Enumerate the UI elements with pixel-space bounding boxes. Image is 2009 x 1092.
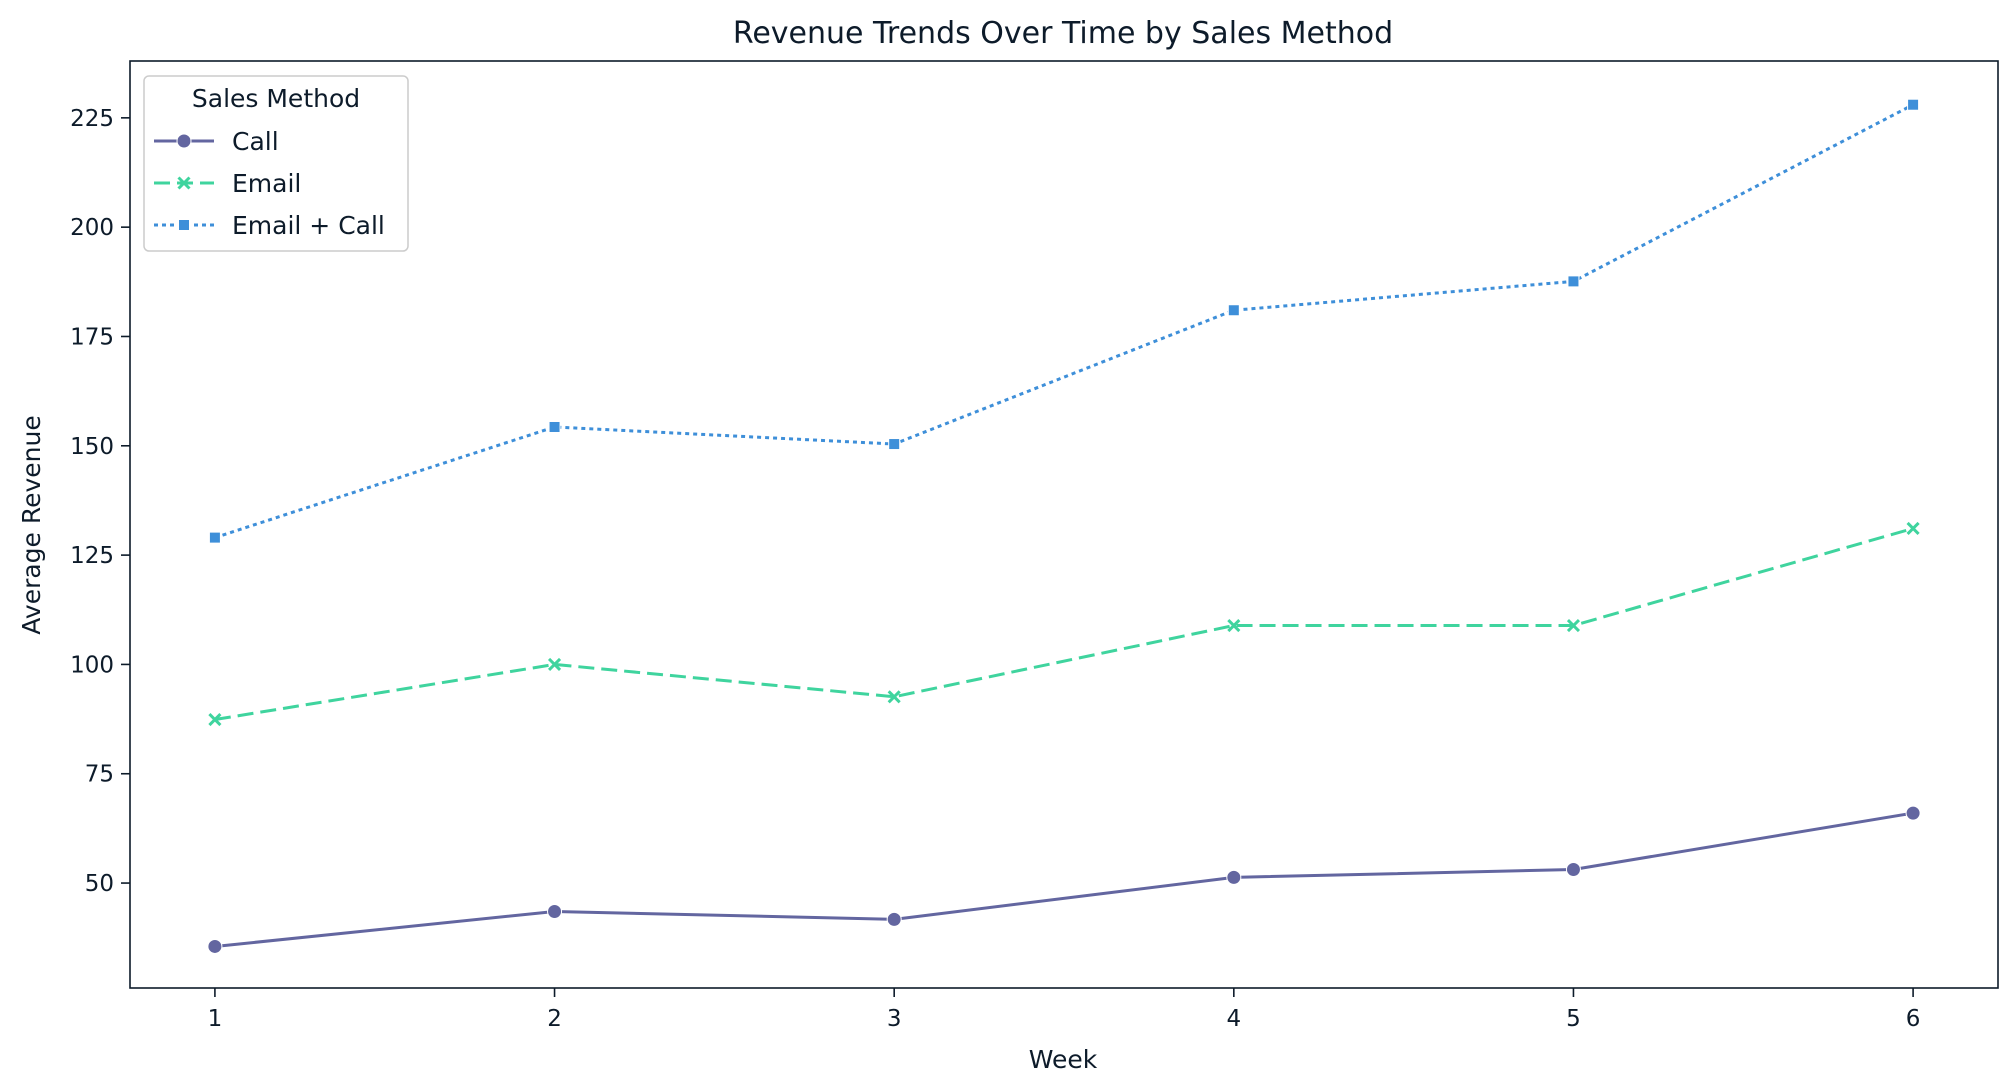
data-point-email-call: [1907, 98, 1920, 111]
y-tick-label: 100: [70, 652, 114, 678]
legend-label: Call: [232, 127, 279, 156]
legend-marker: [176, 133, 192, 149]
plot-area: [129, 60, 1999, 989]
series-layer: [207, 98, 1921, 954]
x-tick-label: 3: [887, 1006, 902, 1032]
data-point-call: [207, 938, 223, 954]
y-axis-label: Average Revenue: [17, 415, 46, 634]
data-point-email: [1566, 618, 1581, 633]
legend-title: Sales Method: [192, 84, 360, 113]
legend-item-email-call: Email + Call: [154, 211, 385, 240]
data-point-call: [886, 911, 902, 927]
data-point-email-call: [888, 438, 901, 451]
legend-item-call: Call: [154, 127, 279, 156]
series-call: [207, 805, 1921, 954]
y-axis: 50 75 100 125 150 175 200 225: [70, 106, 130, 897]
x-tick-label: 6: [1906, 1006, 1921, 1032]
series-line-email-call: [214, 103, 1914, 540]
data-point-email-call: [208, 531, 221, 544]
data-point-call: [1226, 869, 1242, 885]
data-point-email-call: [1567, 275, 1580, 288]
y-tick-label: 175: [70, 324, 114, 350]
x-tick-label: 4: [1226, 1006, 1241, 1032]
y-tick-label: 50: [85, 871, 114, 897]
x-axis: 1 2 3 4 5 6: [208, 988, 1921, 1032]
data-point-email: [208, 712, 222, 727]
x-axis-label: Week: [1029, 1045, 1098, 1074]
data-point-call: [547, 903, 563, 919]
legend-box: [143, 75, 409, 252]
series-line-call: [214, 811, 1914, 948]
legend-item-email: Email: [154, 169, 301, 198]
legend-marker: [178, 219, 190, 231]
x-tick-label: 2: [547, 1006, 562, 1032]
y-tick-label: 150: [70, 434, 114, 460]
data-point-email: [1227, 618, 1241, 633]
legend-label: Email + Call: [232, 211, 385, 240]
x-tick-label: 1: [208, 1006, 223, 1032]
series-email: [208, 521, 1920, 727]
chart-title: Revenue Trends Over Time by Sales Method: [733, 16, 1393, 51]
legend-marker: [177, 176, 191, 190]
legend: Sales Method Call Email Email + Call: [143, 75, 409, 252]
y-tick-label: 225: [70, 106, 114, 132]
y-tick-label: 125: [70, 543, 114, 569]
legend-label: Email: [232, 169, 301, 198]
data-point-email: [887, 690, 901, 704]
y-tick-label: 75: [85, 762, 114, 788]
series-email-call: [208, 98, 1920, 544]
data-point-email: [1906, 521, 1920, 535]
x-tick-label: 5: [1566, 1006, 1581, 1032]
series-line-email: [214, 526, 1914, 722]
y-tick-label: 200: [70, 215, 114, 241]
data-point-email-call: [548, 420, 561, 433]
data-point-email-call: [1227, 304, 1240, 317]
data-point-email: [547, 657, 562, 671]
data-point-call: [1565, 862, 1581, 878]
data-point-call: [1905, 805, 1921, 821]
